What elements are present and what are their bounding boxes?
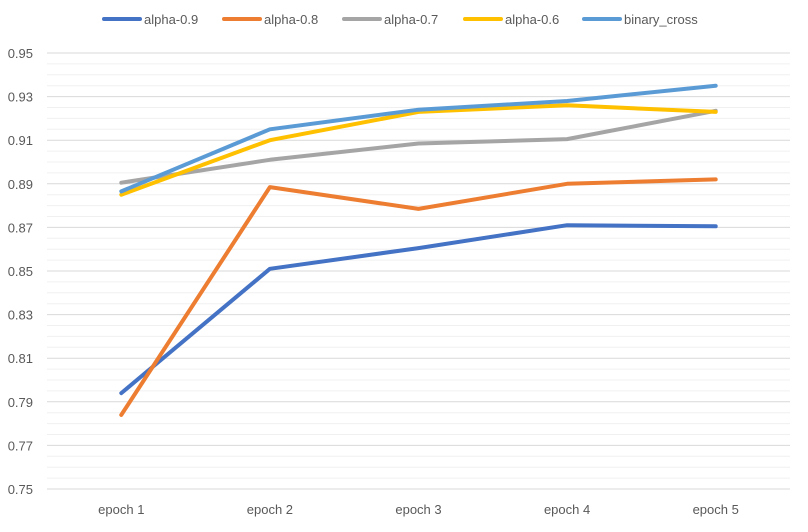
legend-label-binary-cross: binary_cross [624,12,698,27]
series-line-alpha-0-9 [119,223,718,396]
y-tick-label: 0.79 [8,395,33,410]
y-tick-label: 0.93 [8,90,33,105]
legend-label-alpha-0-6: alpha-0.6 [505,12,559,27]
legend-label-alpha-0-9: alpha-0.9 [144,12,198,27]
y-tick-label: 0.77 [8,438,33,453]
y-tick-label: 0.85 [8,264,33,279]
y-axis: 0.75 0.77 0.79 0.81 0.83 0.85 0.87 0.89 0.91 0.93… [8,46,33,497]
x-axis: epoch 1 epoch 2 epoch 3 epoch 4 epoch 5 [47,488,790,517]
legend-label-alpha-0-7: alpha-0.7 [384,12,438,27]
x-tick-label: epoch 2 [247,502,293,517]
x-tick-label: epoch 1 [98,502,144,517]
y-tick-label: 0.81 [8,351,33,366]
y-tick-label: 0.95 [8,46,33,61]
legend-label-alpha-0-8: alpha-0.8 [264,12,318,27]
series-line-alpha-0-7 [119,108,718,185]
series-line-alpha-0-8 [119,177,718,417]
y-tick-label: 0.83 [8,308,33,323]
legend: alpha-0.9 alpha-0.8 alpha-0.7 alpha-0.6 bina… [102,12,698,27]
y-tick-label: 0.91 [8,133,33,148]
y-tick-label: 0.87 [8,220,33,235]
x-tick-label: epoch 5 [693,502,739,517]
series-line-binary-cross [119,83,718,194]
series-lines [119,83,718,417]
x-tick-label: epoch 3 [395,502,441,517]
y-tick-label: 0.89 [8,177,33,192]
gridlines [47,52,790,490]
y-tick-label: 0.75 [8,482,33,497]
x-tick-label: epoch 4 [544,502,590,517]
series-line-alpha-0-6 [119,103,718,197]
